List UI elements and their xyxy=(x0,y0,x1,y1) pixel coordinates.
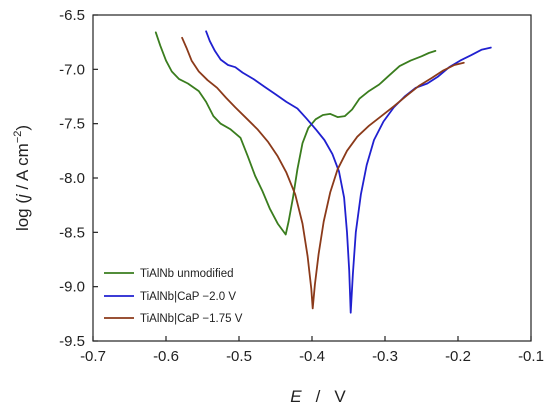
y-tick-label: -9.5 xyxy=(59,333,85,350)
series-line-1 xyxy=(205,30,492,314)
y-axis-unit: A cm xyxy=(13,143,32,181)
y-axis-prefix: log ( xyxy=(13,198,32,231)
x-axis-symbol: E xyxy=(290,387,302,406)
y-axis-title: log (j / A cm−2) xyxy=(12,125,32,231)
y-axis-suffix: ) xyxy=(13,125,32,131)
y-tick-label: -6.5 xyxy=(59,7,85,24)
x-tick-label: -0.3 xyxy=(372,348,398,365)
y-tick-label: -8.5 xyxy=(59,224,85,241)
x-tick-label: -0.1 xyxy=(518,348,544,365)
legend-label-2: TiAlNb|CaP −1.75 V xyxy=(140,313,243,325)
series-line-0 xyxy=(154,31,437,236)
y-tick-label: -9.0 xyxy=(59,279,85,296)
y-tick-label: -8.0 xyxy=(59,170,85,187)
y-axis-sep: / xyxy=(13,181,32,194)
x-tick-label: -0.2 xyxy=(445,348,471,365)
legend: TiAlNb unmodified TiAlNb|CaP −2.0 V TiAl… xyxy=(104,268,243,325)
legend-label-1: TiAlNb|CaP −2.0 V xyxy=(140,291,236,303)
y-axis-symbol: j xyxy=(13,193,32,200)
series-line-2 xyxy=(181,36,465,310)
x-axis-title: E / V xyxy=(290,387,346,406)
y-axis-exponent: −2 xyxy=(12,131,24,144)
y-tick-label: -7.5 xyxy=(59,116,85,133)
x-tick-label: -0.4 xyxy=(299,348,325,365)
y-tick-label: -7.0 xyxy=(59,61,85,78)
x-tick-label: -0.5 xyxy=(226,348,252,365)
x-tick-label: -0.7 xyxy=(80,348,106,365)
x-axis-unit: V xyxy=(334,387,346,406)
x-axis-sep: / xyxy=(316,387,321,406)
x-tick-label: -0.6 xyxy=(153,348,179,365)
legend-label-0: TiAlNb unmodified xyxy=(140,268,234,280)
